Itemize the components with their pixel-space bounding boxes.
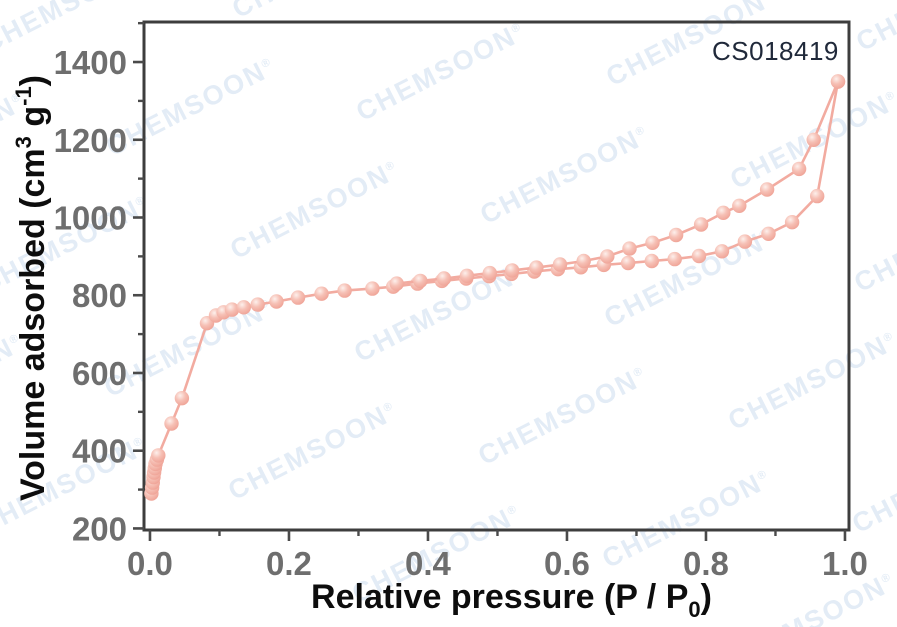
desorption-marker xyxy=(413,273,428,289)
y-axis-ticks: 200 400 600 800 1000 1200 1400 xyxy=(54,21,144,547)
desorption-marker xyxy=(645,235,660,250)
adsorption-marker xyxy=(290,290,306,305)
sample-code-label: CS018419 xyxy=(712,36,839,66)
desorption-marker xyxy=(732,198,747,213)
desorption-marker xyxy=(459,268,475,283)
x-tick-label: 0.4 xyxy=(405,545,452,582)
adsorption-line xyxy=(150,81,840,494)
adsorption-marker xyxy=(151,448,166,463)
adsorption-marker xyxy=(365,281,380,296)
x-tick-label: 0.8 xyxy=(683,545,729,582)
desorption-marker xyxy=(600,249,615,264)
adsorption-marker xyxy=(691,248,707,264)
adsorption-marker xyxy=(810,188,825,204)
adsorption-marker xyxy=(644,253,659,269)
desorption-marker xyxy=(552,257,568,272)
adsorption-marker xyxy=(314,286,329,301)
desorption-marker xyxy=(436,271,452,286)
x-tick-label: 0.6 xyxy=(544,545,590,582)
desorption-marker xyxy=(759,182,775,197)
desorption-marker xyxy=(806,132,821,147)
adsorption-marker xyxy=(737,234,753,249)
adsorption-marker xyxy=(337,283,352,298)
y-tick-label: 1400 xyxy=(54,44,127,81)
x-axis-title: Relative pressure (P / P0) xyxy=(311,578,712,622)
desorption-marker xyxy=(576,253,591,269)
y-tick-label: 1200 xyxy=(54,122,127,159)
adsorption-marker xyxy=(236,300,251,315)
desorption-marker xyxy=(830,74,846,89)
x-axis-ticks: 0.0 0.2 0.4 0.6 0.8 1.0 xyxy=(127,530,868,582)
desorption-marker xyxy=(668,227,684,243)
adsorption-series xyxy=(144,74,846,501)
y-tick-label: 1000 xyxy=(54,200,127,237)
desorption-marker xyxy=(791,161,807,177)
adsorption-marker xyxy=(667,251,682,267)
desorption-marker xyxy=(716,205,731,220)
desorption-marker xyxy=(389,276,404,291)
desorption-line xyxy=(396,80,840,285)
adsorption-marker xyxy=(224,302,240,317)
adsorption-marker xyxy=(174,391,190,406)
adsorption-marker xyxy=(784,215,800,230)
desorption-marker xyxy=(693,217,709,232)
x-tick-label: 1.0 xyxy=(822,545,868,582)
adsorption-marker xyxy=(714,244,730,259)
desorption-marker xyxy=(504,263,520,278)
adsorption-marker xyxy=(620,255,636,271)
y-tick-label: 800 xyxy=(72,277,127,314)
x-tick-label: 0.0 xyxy=(127,545,173,582)
desorption-series xyxy=(389,74,846,291)
desorption-marker xyxy=(622,241,637,256)
adsorption-marker xyxy=(761,226,776,241)
y-tick-label: 600 xyxy=(72,355,127,392)
y-tick-label: 200 xyxy=(72,510,127,547)
y-tick-label: 400 xyxy=(72,433,127,470)
adsorption-marker xyxy=(164,416,179,431)
adsorption-marker xyxy=(269,294,284,309)
x-tick-label: 0.2 xyxy=(266,545,312,582)
desorption-marker xyxy=(482,265,497,281)
desorption-marker xyxy=(529,260,544,275)
y-axis-title: Volume adsorbed (cm3 g-1) xyxy=(11,75,52,501)
adsorption-marker xyxy=(250,297,265,312)
